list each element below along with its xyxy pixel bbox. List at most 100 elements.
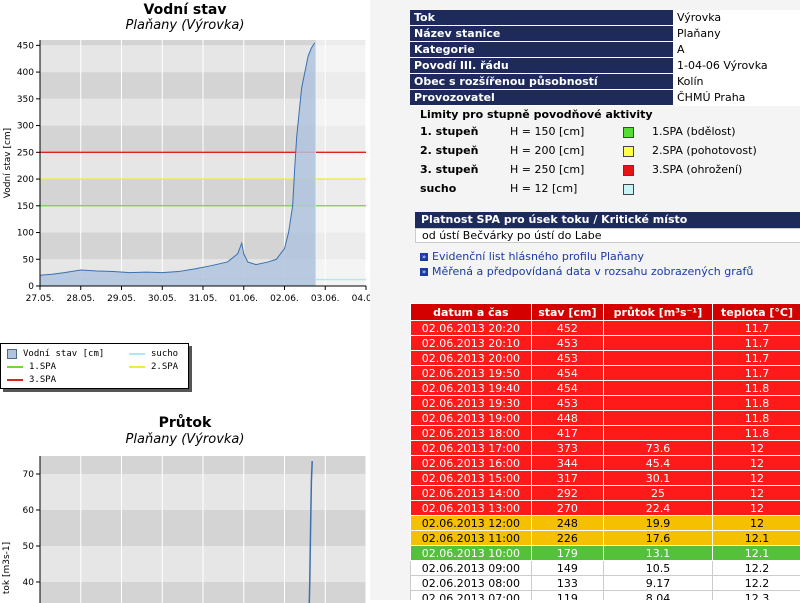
- limit-level: 3. stupeň: [420, 163, 478, 176]
- cell-teplota: 12: [713, 456, 800, 471]
- col-header-teplota: teplota [°C]: [713, 304, 800, 321]
- limit-label: 2.SPA (pohotovost): [652, 144, 757, 157]
- cell-stav: 452: [531, 321, 603, 336]
- limit-height: H = 200 [cm]: [510, 144, 584, 157]
- limit-color-swatch: [623, 165, 634, 176]
- legend-label: Vodní stav [cm]: [23, 349, 104, 359]
- legend-label: sucho: [151, 349, 178, 359]
- x-tick-label: 30.05.: [148, 294, 177, 304]
- cell-stav: 453: [531, 351, 603, 366]
- x-tick-label: 03.06.: [311, 294, 340, 304]
- cell-stav: 149: [531, 561, 603, 576]
- cell-teplota: 11.7: [713, 351, 800, 366]
- link-evidencni-list[interactable]: » Evidenční list hlásného profilu Plaňan…: [420, 250, 644, 263]
- limit-level: 2. stupeň: [420, 144, 478, 157]
- y-tick-label: 60: [23, 506, 35, 516]
- cell-datetime: 02.06.2013 14:00: [411, 486, 532, 501]
- cell-teplota: 12.2: [713, 561, 800, 576]
- cell-stav: 417: [531, 426, 603, 441]
- y-tick-label: 200: [17, 175, 34, 185]
- cell-prutok: [603, 321, 712, 336]
- link-label[interactable]: Evidenční list hlásného profilu Plaňany: [432, 250, 644, 263]
- cell-datetime: 02.06.2013 17:00: [411, 441, 532, 456]
- flow-chart-subtitle: Plaňany (Výrovka): [0, 432, 370, 447]
- platnost-header: Platnost SPA pro úsek toku / Kritické mí…: [415, 212, 800, 228]
- cell-prutok: 22.4: [603, 501, 712, 516]
- water-level-chart: 05010015020025030035040045027.05.28.05.2…: [0, 32, 370, 342]
- cell-teplota: 11.7: [713, 366, 800, 381]
- legend-label: 3.SPA: [29, 375, 56, 385]
- cell-teplota: 11.7: [713, 336, 800, 351]
- legend-item-water: Vodní stav [cm]: [7, 348, 104, 360]
- y-tick-label: 40: [23, 578, 35, 588]
- cell-prutok: [603, 411, 712, 426]
- cell-datetime: 02.06.2013 19:00: [411, 411, 532, 426]
- cell-teplota: 12: [713, 486, 800, 501]
- cell-stav: 453: [531, 336, 603, 351]
- limit-level: 1. stupeň: [420, 125, 478, 138]
- legend-item-spa2: 2.SPA: [129, 361, 178, 373]
- cell-stav: 448: [531, 411, 603, 426]
- y-axis-label: Vodní stav [cm]: [3, 128, 13, 198]
- cell-stav: 248: [531, 516, 603, 531]
- cell-stav: 317: [531, 471, 603, 486]
- limits-title: Limity pro stupně povodňové aktivity: [420, 108, 653, 121]
- cell-prutok: 10.5: [603, 561, 712, 576]
- limit-label: 3.SPA (ohrožení): [652, 163, 742, 176]
- cell-teplota: 12.3: [713, 591, 800, 601]
- cell-stav: 226: [531, 531, 603, 546]
- link-label[interactable]: Měřená a předpovídaná data v rozsahu zob…: [432, 265, 753, 278]
- cell-stav: 270: [531, 501, 603, 516]
- cell-stav: 119: [531, 591, 603, 601]
- legend-swatch-spa2: [129, 366, 145, 368]
- x-tick-label: 27.05.: [26, 294, 55, 304]
- cell-stav: 454: [531, 366, 603, 381]
- water-chart-title: Vodní stav: [0, 2, 370, 18]
- y-tick-label: 70: [23, 470, 35, 480]
- cell-teplota: 11.8: [713, 411, 800, 426]
- col-header-datetime: datum a čas: [411, 304, 532, 321]
- y-tick-label: 250: [17, 148, 34, 158]
- info-key: Povodí III. řádu: [410, 58, 673, 74]
- water-chart-subtitle: Plaňany (Výrovka): [0, 18, 370, 33]
- info-key: Tok: [410, 10, 673, 26]
- cell-prutok: 30.1: [603, 471, 712, 486]
- cell-prutok: 19.9: [603, 516, 712, 531]
- cell-datetime: 02.06.2013 13:00: [411, 501, 532, 516]
- link-merena-data[interactable]: » Měřená a předpovídaná data v rozsahu z…: [420, 265, 753, 278]
- limit-level: sucho: [420, 182, 456, 195]
- platnost-value: od ústí Bečvárky po ústí do Labe: [415, 228, 800, 243]
- cell-datetime: 02.06.2013 20:10: [411, 336, 532, 351]
- cell-prutok: [603, 381, 712, 396]
- info-value: Kolín: [673, 74, 800, 90]
- cell-prutok: [603, 426, 712, 441]
- cell-teplota: 11.8: [713, 381, 800, 396]
- cell-prutok: 13.1: [603, 546, 712, 561]
- info-key: Provozovatel: [410, 90, 673, 106]
- y-tick-label: 0: [28, 282, 34, 292]
- link-arrow-icon: »: [420, 253, 428, 261]
- cell-stav: 454: [531, 381, 603, 396]
- cell-datetime: 02.06.2013 19:40: [411, 381, 532, 396]
- x-tick-label: 01.06.: [229, 294, 258, 304]
- legend-swatch-water: [7, 349, 17, 359]
- y-tick-label: 450: [17, 41, 34, 51]
